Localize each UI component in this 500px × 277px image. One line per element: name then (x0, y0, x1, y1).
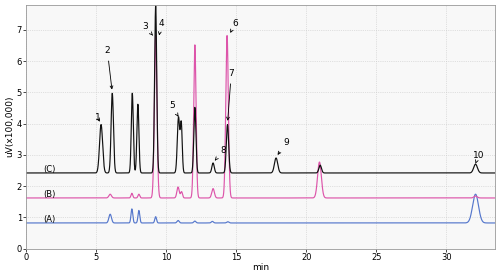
Text: 9: 9 (278, 138, 288, 154)
Text: 2: 2 (104, 47, 113, 89)
Text: 1: 1 (94, 113, 100, 122)
Text: (C): (C) (43, 165, 56, 174)
Text: 10: 10 (472, 152, 484, 163)
Text: (A): (A) (43, 215, 55, 224)
Text: 7: 7 (226, 69, 234, 120)
Text: 5: 5 (169, 101, 178, 116)
Text: 6: 6 (230, 19, 237, 32)
Text: 3: 3 (142, 22, 152, 35)
Text: 4: 4 (158, 19, 164, 35)
X-axis label: min: min (252, 263, 269, 272)
Y-axis label: uV(x100,000): uV(x100,000) (5, 96, 14, 157)
Text: 8: 8 (216, 147, 226, 160)
Text: (B): (B) (43, 190, 56, 199)
